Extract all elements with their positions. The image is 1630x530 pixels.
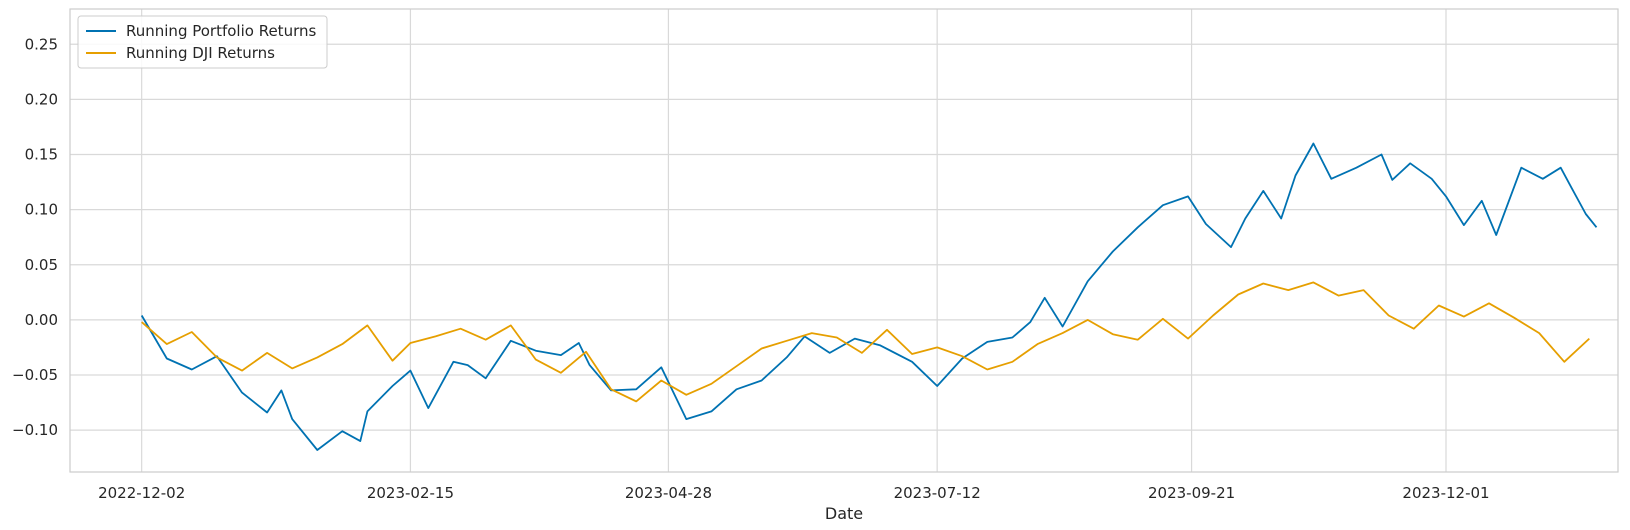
- legend-label-dji: Running DJI Returns: [126, 44, 275, 62]
- y-axis-tick-labels: −0.10 −0.05 0.00 0.05 0.10 0.15 0.20 0.25: [12, 35, 58, 439]
- y-tick-label: 0.20: [25, 90, 58, 108]
- y-tick-label: −0.10: [12, 421, 58, 439]
- x-axis-label: Date: [825, 504, 863, 523]
- plot-area: [70, 9, 1618, 472]
- series-line-portfolio: [140, 142, 1598, 451]
- y-tick-label: −0.05: [12, 366, 58, 384]
- legend-label-portfolio: Running Portfolio Returns: [126, 22, 316, 40]
- series-line-dji: [141, 281, 1590, 403]
- x-tick-label: 2023-12-01: [1402, 484, 1489, 502]
- y-tick-label: 0.15: [25, 146, 58, 164]
- x-tick-label: 2023-07-12: [894, 484, 981, 502]
- x-tick-label: 2022-12-02: [98, 484, 185, 502]
- plot-frame: [69, 8, 1619, 473]
- x-axis-tick-labels: 2022-12-02 2023-02-15 2023-04-28 2023-07-12…: [98, 484, 1490, 502]
- y-tick-label: 0.10: [25, 201, 58, 219]
- x-tick-label: 2023-09-21: [1148, 484, 1235, 502]
- series-layer: [140, 142, 1598, 451]
- x-tick-label: 2023-02-15: [367, 484, 454, 502]
- y-tick-label: 0.00: [25, 311, 58, 329]
- x-tick-label: 2023-04-28: [625, 484, 712, 502]
- legend-box: [77, 15, 328, 69]
- y-tick-label: 0.25: [25, 35, 58, 53]
- grid: [70, 9, 1618, 472]
- y-tick-label: 0.05: [25, 256, 58, 274]
- legend: Running Portfolio Returns Running DJI Re…: [77, 15, 328, 69]
